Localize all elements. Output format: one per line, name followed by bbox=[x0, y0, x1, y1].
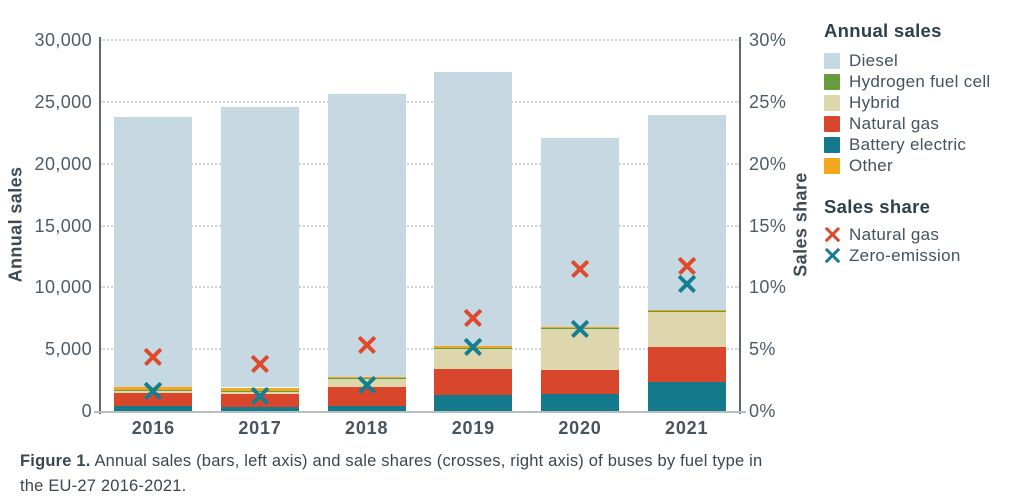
hybrid-swatch-icon bbox=[824, 95, 840, 111]
bar-segment-natural-gas-2020 bbox=[541, 370, 619, 394]
cross-zero-emission-2021 bbox=[677, 274, 697, 294]
right-axis-tick: 5% bbox=[749, 339, 809, 359]
hydrogen-fuel-cell-swatch-icon bbox=[824, 74, 840, 90]
natural-gas-cross-icon bbox=[824, 226, 841, 243]
legend-item-diesel: Diesel bbox=[824, 50, 1020, 71]
bar-segment-diesel-2017 bbox=[221, 107, 299, 388]
legend-sales-share-title: Sales share bbox=[824, 196, 1020, 218]
right-axis-tick: 20% bbox=[749, 154, 809, 174]
cross-natural-gas-2020 bbox=[570, 259, 590, 279]
legend-item-label: Natural gas bbox=[849, 114, 939, 134]
gridline-horizontal bbox=[100, 348, 740, 350]
right-axis-tick: 25% bbox=[749, 92, 809, 112]
bar-segment-battery-electric-2021 bbox=[648, 382, 726, 411]
gridline-horizontal bbox=[100, 101, 740, 103]
legend-item-battery-electric: Battery electric bbox=[824, 134, 1020, 155]
legend-item-natural-gas: Natural gas bbox=[824, 113, 1020, 134]
right-axis-tick: 15% bbox=[749, 216, 809, 236]
left-axis-tick: 20,000 bbox=[10, 154, 92, 174]
legend-annual-sales-title: Annual sales bbox=[824, 20, 1020, 42]
bar-segment-battery-electric-2017 bbox=[221, 407, 299, 411]
cross-zero-emission-2020 bbox=[570, 319, 590, 339]
left-axis-tick: 15,000 bbox=[10, 216, 92, 236]
legend-item-label: Hybrid bbox=[849, 93, 900, 113]
zero-emission-cross-icon bbox=[824, 247, 841, 264]
legend-item-hybrid: Hybrid bbox=[824, 92, 1020, 113]
x-axis-label-2019: 2019 bbox=[428, 418, 518, 439]
cross-natural-gas-2017 bbox=[250, 354, 270, 374]
other-swatch-icon bbox=[824, 158, 840, 174]
left-axis-tick: 10,000 bbox=[10, 277, 92, 297]
cross-zero-emission-2018 bbox=[357, 375, 377, 395]
left-axis-tick: 0 bbox=[10, 401, 92, 421]
x-axis-label-2021: 2021 bbox=[642, 418, 732, 439]
caption-text: Annual sales (bars, left axis) and sale … bbox=[91, 452, 763, 470]
gridline-horizontal bbox=[100, 286, 740, 288]
gridline-horizontal bbox=[100, 39, 740, 41]
right-axis-tick: 0% bbox=[749, 401, 809, 421]
bar-segment-battery-electric-2018 bbox=[328, 406, 406, 411]
legend-item-label: Zero-emission bbox=[849, 246, 961, 266]
right-axis-line bbox=[739, 37, 741, 414]
left-axis-tick: 30,000 bbox=[10, 30, 92, 50]
cross-natural-gas-2016 bbox=[143, 347, 163, 367]
legend-item-natural-gas-share: Natural gas bbox=[824, 224, 1020, 245]
bar-segment-natural-gas-2019 bbox=[434, 369, 512, 395]
bar-segment-natural-gas-2021 bbox=[648, 347, 726, 382]
bar-segment-hybrid-2021 bbox=[648, 312, 726, 348]
legend-item-hydrogen-fuel-cell: Hydrogen fuel cell bbox=[824, 71, 1020, 92]
bar-segment-battery-electric-2020 bbox=[541, 394, 619, 411]
figure-1-bus-sales-chart: Annual sales Sales share 0 0% 5,000 5% 10,00… bbox=[0, 0, 1024, 486]
bottom-axis-line bbox=[94, 411, 746, 413]
gridline-horizontal bbox=[100, 225, 740, 227]
legend-item-zero-emission-share: Zero-emission bbox=[824, 245, 1020, 266]
right-axis-tick: 10% bbox=[749, 277, 809, 297]
bar-segment-battery-electric-2016 bbox=[114, 406, 192, 411]
x-axis-label-2016: 2016 bbox=[108, 418, 198, 439]
gridline-horizontal bbox=[100, 163, 740, 165]
left-axis-line bbox=[99, 37, 101, 414]
cross-zero-emission-2017 bbox=[250, 386, 270, 406]
natural-gas-swatch-icon bbox=[824, 116, 840, 132]
legend-item-label: Battery electric bbox=[849, 135, 966, 155]
legend-item-other: Other bbox=[824, 155, 1020, 176]
legend-item-label: Other bbox=[849, 156, 893, 176]
figure-caption: Figure 1. Annual sales (bars, left axis)… bbox=[20, 449, 810, 499]
cross-zero-emission-2019 bbox=[463, 337, 483, 357]
caption-line2: the EU-27 2016-2021. bbox=[20, 474, 810, 499]
battery-electric-swatch-icon bbox=[824, 137, 840, 153]
x-axis-label-2018: 2018 bbox=[322, 418, 412, 439]
bar-segment-diesel-2019 bbox=[434, 72, 512, 346]
right-axis-tick: 30% bbox=[749, 30, 809, 50]
cross-natural-gas-2018 bbox=[357, 335, 377, 355]
bar-segment-diesel-2020 bbox=[541, 138, 619, 327]
left-axis-tick: 25,000 bbox=[10, 92, 92, 112]
bar-segment-other-2021 bbox=[648, 310, 726, 311]
x-axis-label-2017: 2017 bbox=[215, 418, 305, 439]
bar-segment-hydrogen-fuel-cell-2021 bbox=[648, 311, 726, 312]
cross-zero-emission-2016 bbox=[143, 381, 163, 401]
legend-item-label: Diesel bbox=[849, 51, 898, 71]
legend-item-label: Natural gas bbox=[849, 225, 939, 245]
cross-natural-gas-2019 bbox=[463, 308, 483, 328]
bar-segment-battery-electric-2019 bbox=[434, 395, 512, 411]
x-axis-label-2020: 2020 bbox=[535, 418, 625, 439]
left-axis-tick: 5,000 bbox=[10, 339, 92, 359]
legend-item-label: Hydrogen fuel cell bbox=[849, 72, 990, 92]
caption-figure-label: Figure 1. bbox=[20, 452, 91, 470]
diesel-swatch-icon bbox=[824, 53, 840, 69]
